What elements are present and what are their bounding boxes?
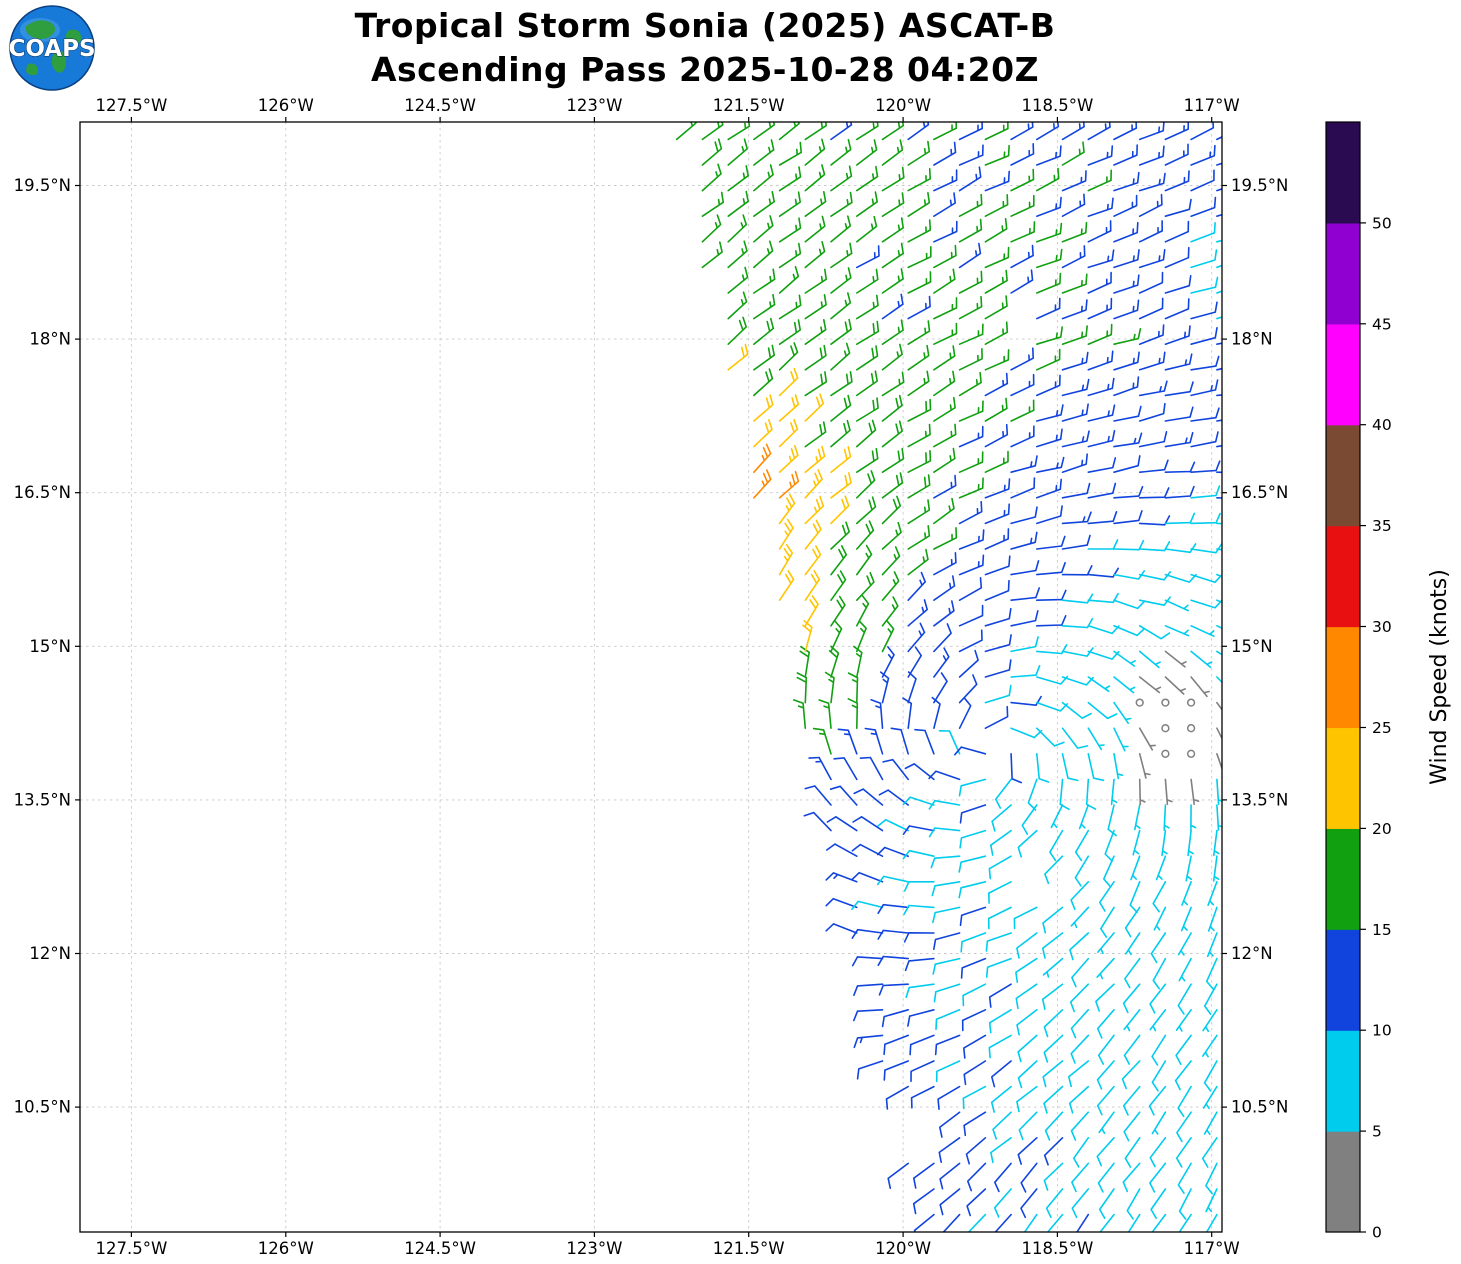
x-tick-label-bottom: 121.5°W xyxy=(713,1239,785,1258)
x-tick-label-top: 121.5°W xyxy=(713,96,785,115)
y-tick-label-right: 16.5°N xyxy=(1231,483,1288,502)
x-tick-label-top: 127.5°W xyxy=(95,96,167,115)
x-tick-label-bottom: 124.5°W xyxy=(404,1239,476,1258)
y-tick-label-right: 15°N xyxy=(1231,637,1273,656)
colorbar-tick-label: 10 xyxy=(1372,1022,1392,1040)
logo-text: COAPS xyxy=(8,36,95,62)
x-tick-label-bottom: 118.5°W xyxy=(1021,1239,1093,1258)
y-tick-label-right: 13.5°N xyxy=(1231,790,1288,809)
y-tick-label-right: 12°N xyxy=(1231,944,1273,963)
x-tick-label-top: 124.5°W xyxy=(404,96,476,115)
x-tick-label-top: 120°W xyxy=(875,96,931,115)
y-tick-label-right: 19.5°N xyxy=(1231,176,1288,195)
y-tick-label-right: 10.5°N xyxy=(1231,1098,1288,1117)
colorbar-tick-label: 35 xyxy=(1372,517,1392,535)
x-tick-label-top: 118.5°W xyxy=(1021,96,1093,115)
x-tick-label-top: 117°W xyxy=(1184,96,1240,115)
y-tick-label-left: 13.5°N xyxy=(14,790,71,809)
axis-ticks xyxy=(75,117,1227,1237)
y-tick-label-left: 16.5°N xyxy=(14,483,71,502)
wind-barbs xyxy=(675,122,1222,1232)
globe-icon: COAPS xyxy=(8,5,96,91)
figure-title: Tropical Storm Sonia (2025) ASCAT-B xyxy=(354,6,1056,45)
x-tick-label-top: 126°W xyxy=(258,96,314,115)
x-tick-label-bottom: 120°W xyxy=(875,1239,931,1258)
axis-tick-labels: 127.5°W 127.5°W 126°W 126°W 124.5°W 124.5°W 12… xyxy=(14,96,1289,1258)
figure-subtitle: Ascending Pass 2025-10-28 04:20Z xyxy=(370,50,1040,89)
colorbar-tick-label: 15 xyxy=(1372,921,1392,939)
colorbar-tick-label: 25 xyxy=(1372,719,1392,737)
gridlines xyxy=(80,122,1222,1232)
colorbar-tick-label: 30 xyxy=(1372,618,1392,636)
coaps-logo: COAPS xyxy=(8,4,96,92)
x-tick-label-bottom: 126°W xyxy=(258,1239,314,1258)
colorbar-tick-label: 40 xyxy=(1372,416,1392,434)
colorbar-tick-label: 5 xyxy=(1372,1123,1382,1141)
colorbar-tick-label: 45 xyxy=(1372,315,1392,333)
y-tick-label-left: 19.5°N xyxy=(14,176,71,195)
x-tick-label-bottom: 123°W xyxy=(566,1239,622,1258)
y-tick-label-right: 18°N xyxy=(1231,330,1273,349)
colorbar-tick-label: 20 xyxy=(1372,820,1392,838)
y-tick-label-left: 18°N xyxy=(29,330,71,349)
colorbar: 0 5 10 15 20 25 30 35 40 45 50 Wind Speed (knots) xyxy=(1325,121,1452,1242)
colorbar-tick-label: 50 xyxy=(1372,214,1392,232)
x-tick-label-bottom: 117°W xyxy=(1184,1239,1240,1258)
y-tick-label-left: 15°N xyxy=(29,637,71,656)
colorbar-tick-label: 0 xyxy=(1372,1224,1382,1242)
colorbar-axis-label: Wind Speed (knots) xyxy=(1427,569,1452,785)
x-tick-label-bottom: 127.5°W xyxy=(95,1239,167,1258)
y-tick-label-left: 12°N xyxy=(29,944,71,963)
plot-border xyxy=(79,121,1223,1233)
y-tick-label-left: 10.5°N xyxy=(14,1098,71,1117)
x-tick-label-top: 123°W xyxy=(566,96,622,115)
